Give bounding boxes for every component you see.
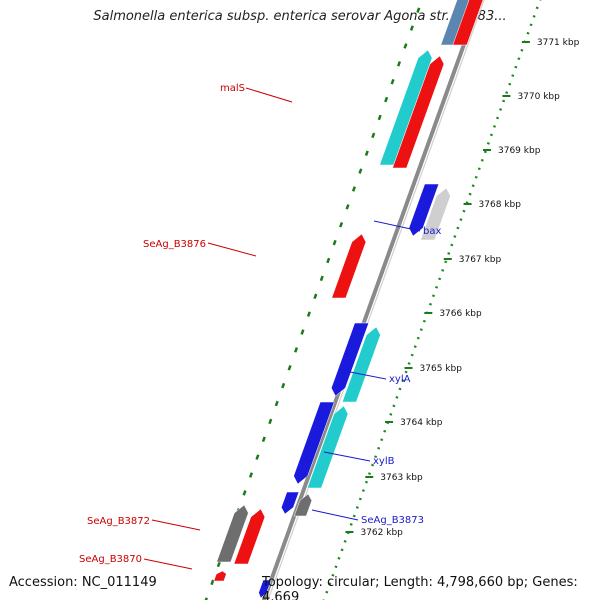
gene-label-SeAg_B3872: SeAg_B3872 — [87, 516, 150, 527]
outer-dotted-ring — [322, 0, 542, 600]
gene-leader-line — [151, 519, 201, 531]
gene-malS-red — [392, 55, 445, 169]
kbp-tick-label: 3771 kbp — [537, 38, 580, 48]
gene-leader-line — [373, 220, 421, 232]
gene-leader-line — [245, 87, 293, 103]
gene-label-xylB: xylB — [373, 456, 395, 467]
gene-SeAg_B3870 — [213, 570, 227, 582]
accession-label: Accession: NC_011149 — [9, 575, 157, 590]
gene-SeAg_B3872 — [233, 508, 266, 565]
kbp-tick-label: 3768 kbp — [479, 200, 522, 210]
gene-red-top — [452, 0, 484, 46]
gene-leader-line — [323, 451, 371, 462]
gene-small-blue-bottom — [258, 579, 272, 599]
gene-label-xylA: xylA — [389, 374, 411, 385]
gene-leader-line — [143, 558, 193, 570]
kbp-tick-label: 3766 kbp — [439, 309, 482, 319]
kbp-tick-label: 3769 kbp — [498, 146, 541, 156]
kbp-tick-label: 3764 kbp — [400, 418, 443, 428]
gene-leader-line — [339, 369, 387, 380]
kbp-tick-label: 3765 kbp — [420, 364, 463, 374]
kbp-tick-label: 3770 kbp — [517, 92, 560, 102]
gene-label-bax: bax — [423, 226, 441, 237]
gene-xylB-blue — [293, 401, 335, 485]
gene-bax — [420, 187, 451, 241]
kbp-tick-label: 3767 kbp — [459, 255, 502, 265]
gene-SeAg_B3873-blue — [281, 491, 300, 515]
gene-SeAg_B3872-grey — [216, 504, 249, 563]
gene-malS-cyan — [379, 49, 433, 166]
gene-label-SeAg_B3870: SeAg_B3870 — [79, 554, 142, 565]
gene-xylA-blue — [331, 322, 370, 397]
gene-SeAg_B3873 — [293, 493, 313, 517]
gene-SeAg_B3876 — [331, 233, 367, 299]
kbp-tick-label: 3763 kbp — [380, 473, 423, 483]
map-title: Salmonella enterica subsp. enterica sero… — [93, 9, 507, 24]
kbp-tick-label: 3762 kbp — [360, 528, 403, 538]
gene-leader-line — [311, 509, 359, 521]
backbone-line — [261, 0, 483, 600]
gene-xylA — [341, 326, 381, 403]
gene-label-malS: malS — [220, 83, 245, 94]
gene-blue-bax — [408, 183, 440, 237]
gene-steelblue-top — [440, 0, 472, 46]
gene-label-SeAg_B3876: SeAg_B3876 — [143, 239, 206, 250]
gene-xylB — [306, 405, 349, 489]
topology-label: Topology: circular; Length: 4,798,660 bp… — [262, 575, 578, 600]
gene-leader-line — [207, 242, 257, 257]
gene-label-SeAg_B3873: SeAg_B3873 — [361, 515, 424, 526]
